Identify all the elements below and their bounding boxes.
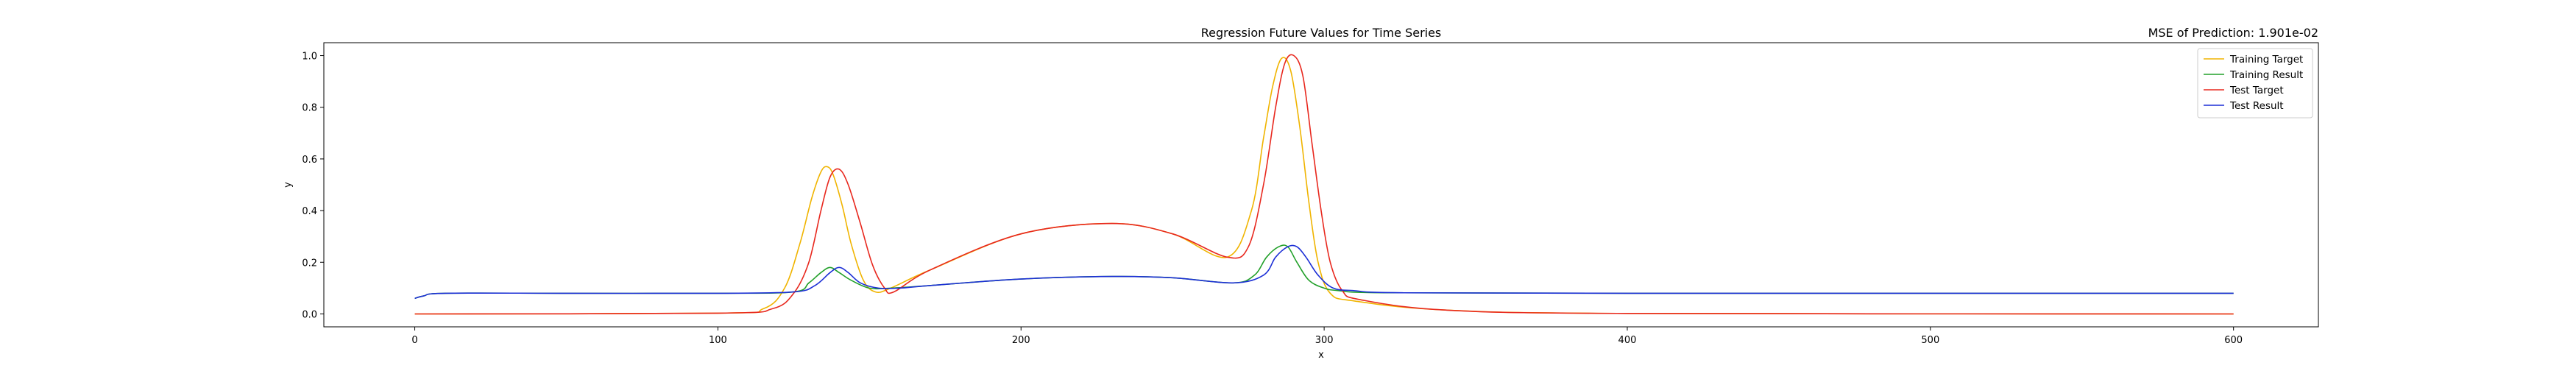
- legend: Training Target Training Result Test Targe…: [2197, 48, 2313, 119]
- mse-title: MSE of Prediction: 1.901e-02: [2148, 26, 2318, 40]
- x-tick-label: 0: [411, 335, 417, 346]
- x-tick-label: 500: [1921, 335, 1939, 346]
- plot-lines: [414, 54, 2234, 315]
- y-tick-label: 1.0: [302, 52, 317, 63]
- y-tick-label: 0.8: [302, 103, 317, 114]
- x-tick-label: 300: [1315, 335, 1334, 346]
- y-tick-label: 0.6: [302, 155, 317, 166]
- legend-label: Training Target: [2229, 54, 2303, 66]
- y-tick-label: 0.4: [302, 206, 317, 217]
- x-axis-label: x: [1318, 350, 1324, 361]
- series-line-0: [414, 57, 2234, 315]
- x-tick-label: 100: [709, 335, 727, 346]
- y-axis-label: y: [283, 182, 294, 188]
- legend-label: Training Result: [2229, 69, 2303, 81]
- y-tick-label: 0.2: [302, 258, 317, 269]
- legend-label: Test Target: [2229, 85, 2284, 96]
- x-tick-label: 600: [2224, 335, 2243, 346]
- plot-frame: [323, 42, 2319, 328]
- x-tick-label: 200: [1012, 335, 1030, 346]
- y-ticks: 0.0 0.2 0.4 0.6 0.8 1.0: [302, 52, 324, 320]
- legend-label: Test Result: [2229, 100, 2284, 112]
- series-line-3: [414, 244, 2234, 300]
- chart-title: Regression Future Values for Time Series: [1201, 26, 1442, 40]
- legend-box: [2197, 48, 2313, 119]
- x-tick-label: 400: [1618, 335, 1637, 346]
- x-ticks: 0 100 200 300 400 500 600: [411, 327, 2243, 346]
- y-tick-label: 0.0: [302, 309, 317, 320]
- series-line-2: [414, 54, 2234, 315]
- series-line-1: [414, 244, 2234, 300]
